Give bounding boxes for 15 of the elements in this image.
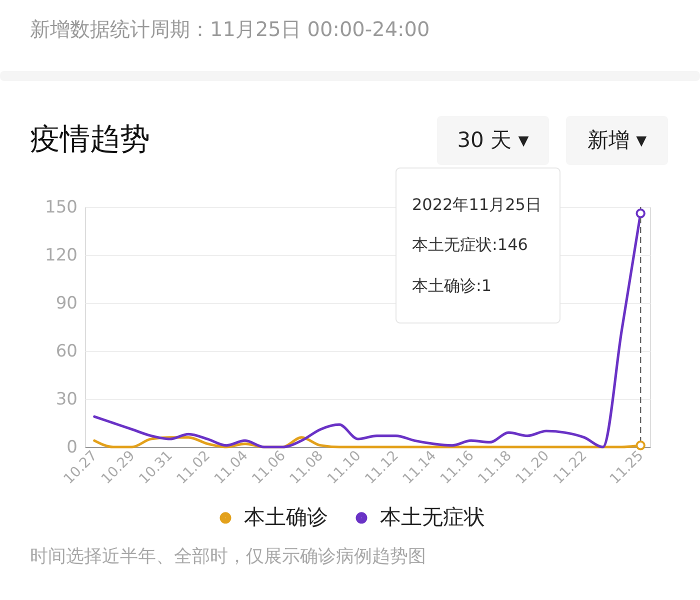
y-tick-label: 90 — [56, 294, 78, 314]
chart-title: 疫情趋势 — [30, 122, 150, 157]
chart-subtitle: 新增数据统计周期：11月25日 00:00-24:00 — [30, 17, 430, 41]
legend-label: 本土确诊 — [244, 504, 328, 529]
text: 时间选择近半年、全部时，仅展示确诊病例趋势图 — [30, 546, 426, 567]
annotation: 2022年11月25日 — [412, 195, 542, 214]
y-tick-label: 30 — [56, 390, 78, 410]
annotation: 本土确诊:1 — [412, 276, 492, 295]
legend-label: 本土无症状 — [380, 504, 485, 529]
text: 30 天 ▾ — [457, 128, 530, 152]
text: 新增 ▾ — [587, 128, 648, 152]
y-tick-label: 120 — [45, 246, 78, 266]
y-tick-label: 150 — [45, 198, 78, 218]
y-tick-label: 60 — [56, 342, 78, 362]
annotation: 本土无症状:146 — [412, 235, 528, 254]
